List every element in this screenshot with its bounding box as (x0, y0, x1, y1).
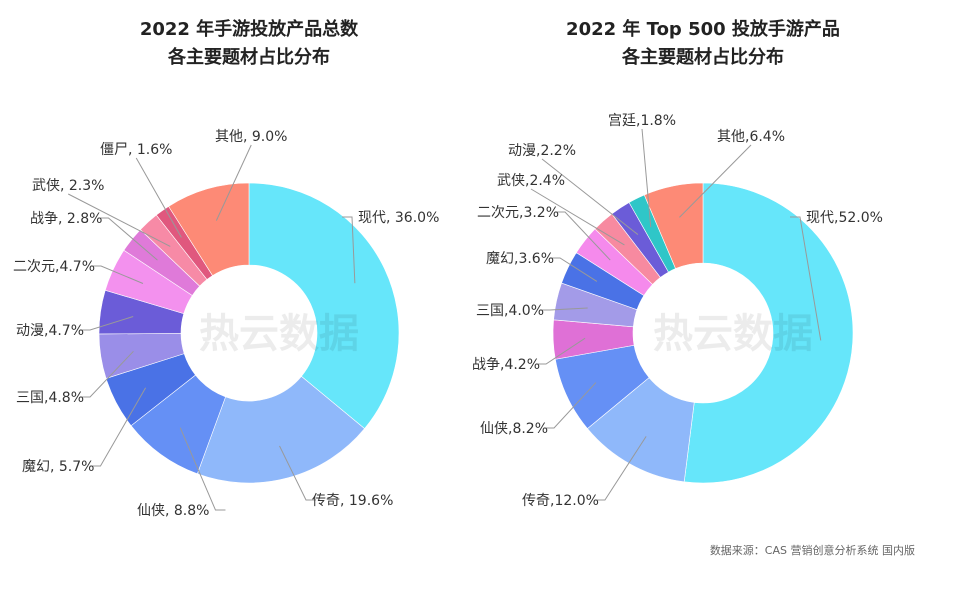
leader-line (544, 382, 597, 429)
leader-line (550, 257, 598, 282)
data-label: 动漫,4.7% (16, 323, 84, 339)
data-label: 现代,52.0% (806, 210, 883, 226)
leader-line (790, 216, 822, 341)
right-chart-title: 2022 年 Top 500 投放手游产品 各主要题材占比分布 (533, 16, 873, 72)
leader-line (279, 445, 316, 501)
watermark-logo: 热云数据 (653, 311, 813, 357)
watermark-logo: 热云数据 (199, 311, 359, 357)
leader-line (91, 265, 144, 284)
leader-line (536, 337, 586, 365)
data-label: 武侠, 2.3% (32, 178, 104, 194)
data-label: 战争,4.2% (472, 357, 540, 373)
left-title-line-1: 2022 年手游投放产品总数 (139, 19, 359, 40)
data-label: 现代, 36.0% (358, 210, 439, 226)
left-title-line-2: 各主要题材占比分布 (168, 47, 330, 68)
slice-现代 (683, 182, 854, 484)
leader-line (530, 188, 625, 246)
data-label: 武侠,2.4% (497, 173, 565, 189)
data-label: 动漫,2.2% (508, 143, 576, 159)
leader-line (80, 316, 134, 331)
leader-line (555, 211, 611, 261)
leader-line (80, 350, 134, 398)
data-label: 其他,6.4% (717, 129, 785, 145)
data-label: 仙侠,8.2% (480, 421, 548, 437)
data-label: 战争, 2.8% (30, 211, 102, 227)
left-donut (68, 144, 400, 511)
right-donut (530, 128, 854, 501)
leader-line (641, 128, 652, 228)
leader-line (215, 144, 252, 221)
slice-其他 (168, 182, 250, 276)
data-label: 僵尸, 1.6% (100, 142, 172, 158)
data-label: 二次元,3.2% (477, 205, 559, 221)
data-label: 魔幻, 5.7% (22, 459, 94, 475)
leader-line (98, 217, 158, 261)
slice-其他 (643, 182, 704, 269)
leader-line (90, 387, 147, 467)
data-label: 三国,4.8% (16, 390, 84, 406)
leader-line (342, 216, 356, 284)
data-label: 魔幻,3.6% (486, 251, 554, 267)
data-source: 数据来源：CAS 营销创意分析系统 国内版 (709, 544, 915, 557)
leader-line (68, 193, 171, 247)
leader-line (135, 157, 182, 238)
data-label: 三国,4.0% (476, 303, 544, 319)
leader-line (679, 144, 752, 218)
leader-line (594, 436, 647, 501)
slice-传奇 (196, 375, 365, 484)
right-title-line-1: 2022 年 Top 500 投放手游产品 (566, 19, 840, 40)
data-label: 宫廷,1.8% (608, 113, 676, 129)
leader-line (540, 307, 588, 311)
data-label: 传奇,12.0% (522, 492, 599, 509)
left-chart-title: 2022 年手游投放产品总数 各主要题材占比分布 (79, 16, 419, 72)
data-label: 二次元,4.7% (13, 259, 95, 275)
leader-line (541, 158, 639, 235)
data-label: 仙侠, 8.8% (137, 503, 209, 519)
data-label: 传奇, 19.6% (312, 492, 393, 509)
data-label: 其他, 9.0% (215, 129, 287, 145)
right-title-line-2: 各主要题材占比分布 (622, 47, 784, 68)
leader-line (179, 427, 226, 511)
slice-现代 (248, 182, 400, 430)
